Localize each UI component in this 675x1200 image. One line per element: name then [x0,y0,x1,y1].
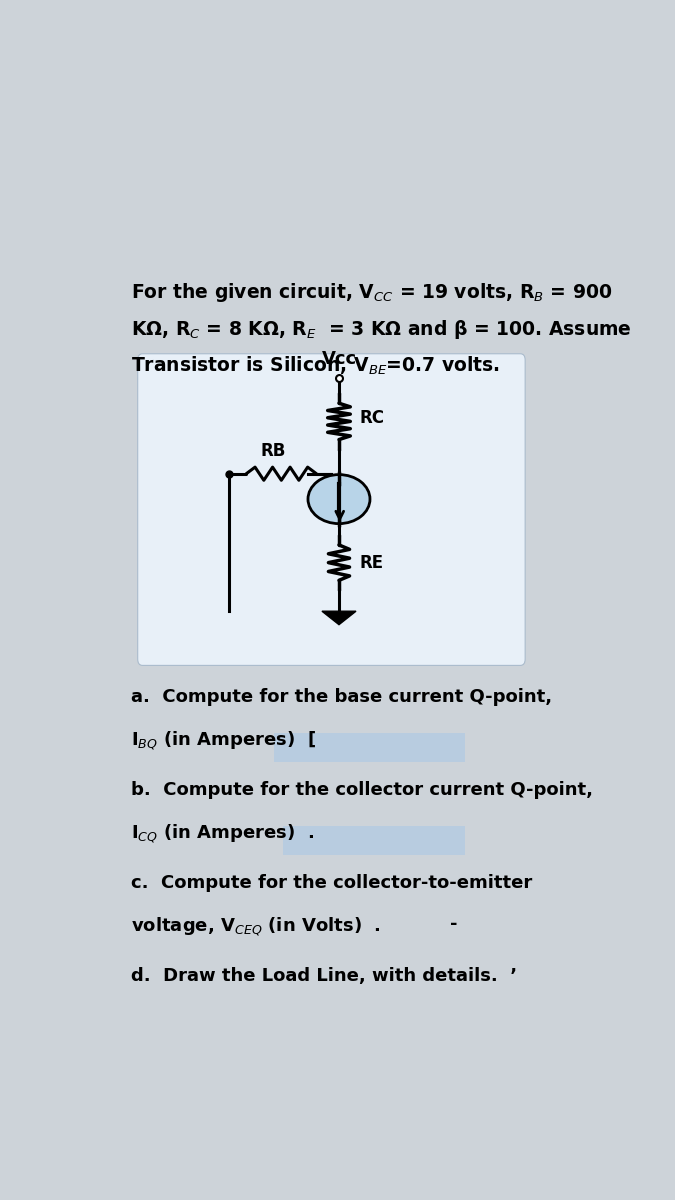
Circle shape [308,475,370,523]
Text: I$_{CQ}$ (in Amperes)  .: I$_{CQ}$ (in Amperes) . [131,822,314,845]
FancyArrowPatch shape [336,511,344,521]
Text: Transistor is Silicon, V$_{BE}$=0.7 volts.: Transistor is Silicon, V$_{BE}$=0.7 volt… [131,354,500,377]
Text: voltage, V$_{CEQ}$ (in Volts)  .: voltage, V$_{CEQ}$ (in Volts) . [131,916,381,937]
Text: -: - [450,916,457,934]
Text: I$_{BQ}$ (in Amperes)  [: I$_{BQ}$ (in Amperes) [ [131,728,316,751]
FancyBboxPatch shape [138,354,525,665]
Text: Vcc: Vcc [321,349,356,367]
FancyBboxPatch shape [463,919,531,948]
Text: d.  Draw the Load Line, with details.  ’: d. Draw the Load Line, with details. ’ [131,967,517,985]
FancyBboxPatch shape [284,826,464,856]
Text: RB: RB [260,443,286,461]
Text: RC: RC [360,409,385,427]
Text: a.  Compute for the base current Q-point,: a. Compute for the base current Q-point, [131,688,551,706]
Polygon shape [322,611,356,625]
Text: KΩ, R$_C$ = 8 KΩ, R$_E$  = 3 KΩ and β = 100. Assume: KΩ, R$_C$ = 8 KΩ, R$_E$ = 3 KΩ and β = 1… [131,318,631,341]
Text: b.  Compute for the collector current Q-point,: b. Compute for the collector current Q-p… [131,781,593,799]
FancyBboxPatch shape [274,733,464,762]
Text: For the given circuit, V$_{CC}$ = 19 volts, R$_B$ = 900: For the given circuit, V$_{CC}$ = 19 vol… [131,281,612,304]
FancyBboxPatch shape [321,919,446,948]
Text: RE: RE [360,553,384,571]
Text: c.  Compute for the collector-to-emitter: c. Compute for the collector-to-emitter [131,874,532,892]
FancyBboxPatch shape [397,971,531,1000]
